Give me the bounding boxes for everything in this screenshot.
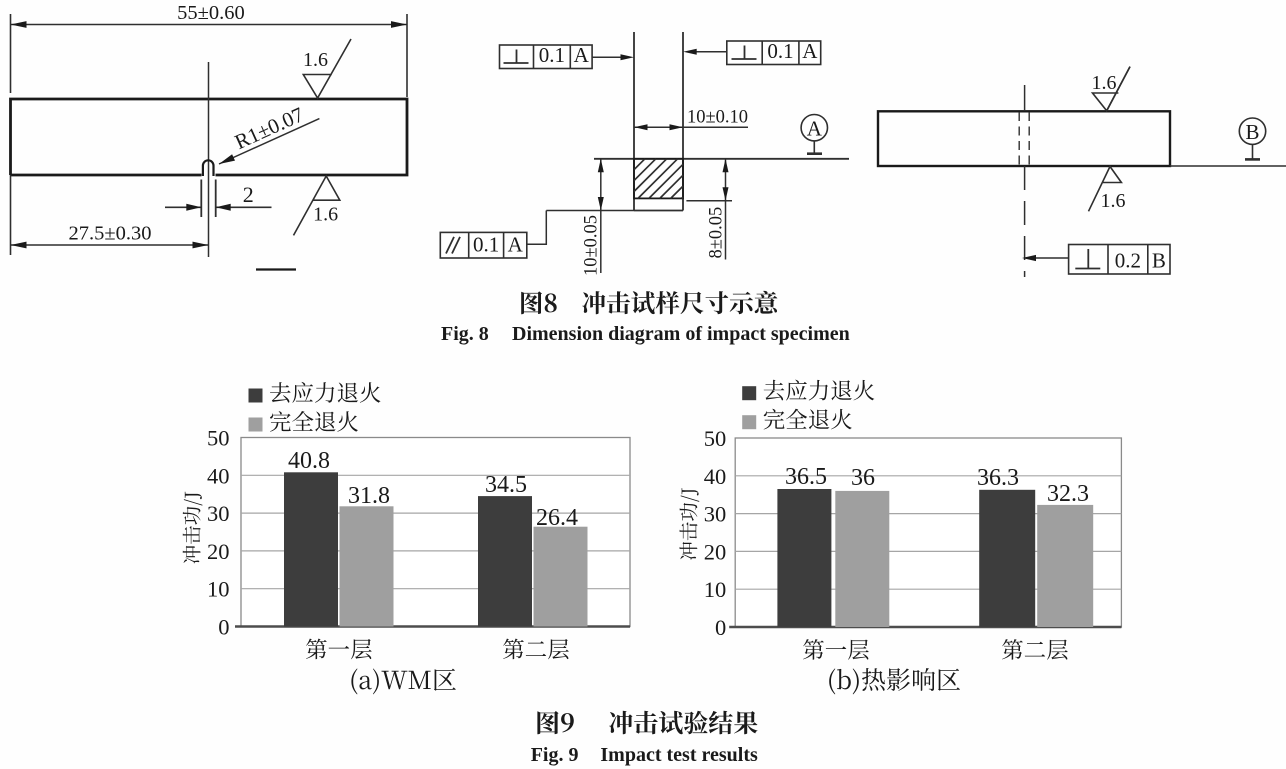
svg-text:27.5±0.30: 27.5±0.30 xyxy=(68,223,151,245)
svg-text:A: A xyxy=(574,43,590,67)
svg-text:1.6: 1.6 xyxy=(1101,190,1126,212)
svg-text:Fig. 9: Fig. 9 xyxy=(531,744,579,766)
svg-text:8±0.05: 8±0.05 xyxy=(707,207,727,259)
svg-text:31.8: 31.8 xyxy=(348,483,390,509)
svg-text:34.5: 34.5 xyxy=(485,472,527,498)
svg-text:Dimension diagram of impact sp: Dimension diagram of impact specimen xyxy=(512,323,850,345)
svg-text:0.2: 0.2 xyxy=(1115,249,1141,273)
svg-text:0: 0 xyxy=(715,615,726,640)
svg-text:Fig. 8: Fig. 8 xyxy=(441,323,489,345)
svg-text:20: 20 xyxy=(704,539,727,564)
svg-text:36.3: 36.3 xyxy=(977,465,1019,491)
svg-text:36: 36 xyxy=(851,465,875,491)
svg-text:B: B xyxy=(1152,249,1166,273)
svg-text:Impact test results: Impact test results xyxy=(600,744,758,766)
svg-text:1.6: 1.6 xyxy=(303,49,328,71)
svg-text:26.4: 26.4 xyxy=(536,505,578,531)
svg-text:30: 30 xyxy=(704,502,727,527)
svg-text:10: 10 xyxy=(704,577,727,602)
svg-text:A: A xyxy=(508,233,524,257)
svg-text:50: 50 xyxy=(207,426,230,451)
svg-text:A: A xyxy=(807,117,823,141)
svg-text:A: A xyxy=(802,39,818,63)
svg-text:40: 40 xyxy=(207,463,230,488)
svg-text:2: 2 xyxy=(243,182,254,207)
svg-text:10±0.10: 10±0.10 xyxy=(687,108,748,128)
svg-text:40: 40 xyxy=(704,464,727,489)
svg-text:55±0.60: 55±0.60 xyxy=(177,2,245,24)
svg-text:B: B xyxy=(1245,120,1259,144)
svg-text:1.6: 1.6 xyxy=(313,204,338,226)
svg-text:0: 0 xyxy=(218,615,229,640)
svg-text:40.8: 40.8 xyxy=(288,448,330,474)
svg-text:0.1: 0.1 xyxy=(539,43,565,67)
svg-text:30: 30 xyxy=(207,501,230,526)
svg-text:10: 10 xyxy=(207,577,230,602)
svg-text:20: 20 xyxy=(207,539,230,564)
svg-text:50: 50 xyxy=(704,426,727,451)
svg-text:0.1: 0.1 xyxy=(473,233,499,257)
svg-text:1.6: 1.6 xyxy=(1092,72,1117,94)
svg-text:32.3: 32.3 xyxy=(1047,481,1089,507)
svg-text:0.1: 0.1 xyxy=(767,39,793,63)
svg-text:36.5: 36.5 xyxy=(785,464,827,490)
svg-text:10±0.05: 10±0.05 xyxy=(582,215,602,276)
